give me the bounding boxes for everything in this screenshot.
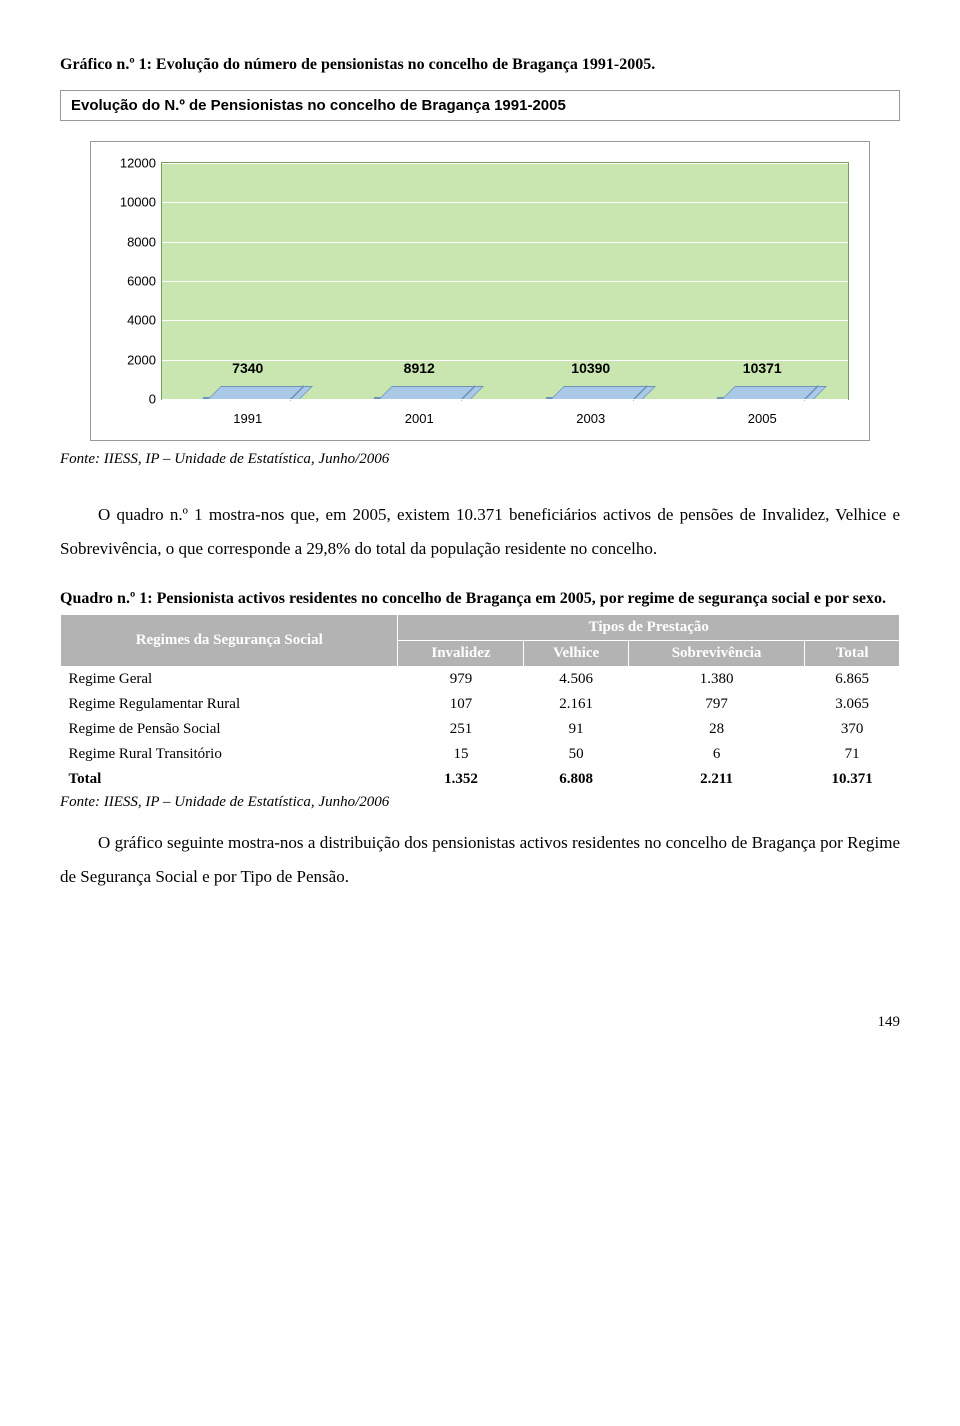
table-row: Regime Geral9794.5061.3806.865 (61, 667, 900, 693)
table-row: Regime de Pensão Social2519128370 (61, 717, 900, 742)
table-cell: 91 (524, 717, 628, 742)
table-row-label: Regime Regulamentar Rural (61, 692, 398, 717)
paragraph-1: O quadro n.º 1 mostra-nos que, em 2005, … (60, 498, 900, 566)
y-axis-label: 2000 (106, 352, 156, 367)
table-cell: 370 (805, 717, 900, 742)
table-total-row: Total1.3526.8082.21110.371 (61, 767, 900, 792)
table-total-cell: 1.352 (398, 767, 524, 792)
table-cell: 797 (628, 692, 805, 717)
table-cell: 15 (398, 742, 524, 767)
table-row-label: Regime de Pensão Social (61, 717, 398, 742)
table-cell: 6.865 (805, 667, 900, 693)
table-total-label: Total (61, 767, 398, 792)
table-source: Fonte: IIESS, IP – Unidade de Estatístic… (60, 794, 900, 811)
chart-plot-area: 7340 1991 8912 2001 10390 2003 10371 2005 0 2000… (90, 141, 870, 441)
table-cell: 107 (398, 692, 524, 717)
grid-line (162, 202, 848, 203)
bar-value-label: 10390 (571, 360, 610, 376)
grid-line (162, 242, 848, 243)
paragraph-2: O gráfico seguinte mostra-nos a distribu… (60, 826, 900, 894)
graph-title: Gráfico n.º 1: Evolução do número de pen… (60, 56, 900, 74)
y-axis-label: 4000 (106, 313, 156, 328)
table-cell: 71 (805, 742, 900, 767)
bar-value-label: 7340 (232, 360, 263, 376)
table-cell: 6 (628, 742, 805, 767)
table-col-header: Velhice (524, 641, 628, 667)
table-title: Quadro n.º 1: Pensionista activos reside… (60, 590, 900, 608)
grid-line (162, 360, 848, 361)
table-col-header: Sobrevivência (628, 641, 805, 667)
table-cell: 2.161 (524, 692, 628, 717)
table-body: Regime Geral9794.5061.3806.865Regime Reg… (61, 667, 900, 793)
bar-category-label: 2003 (576, 411, 605, 426)
grid-line (162, 320, 848, 321)
chart-box-title: Evolução do N.º de Pensionistas no conce… (60, 90, 900, 121)
table-total-cell: 2.211 (628, 767, 805, 792)
bar-category-label: 2001 (405, 411, 434, 426)
page-number: 149 (60, 1014, 900, 1031)
table-row-label: Regime Geral (61, 667, 398, 693)
table-header-tipos: Tipos de Prestação (398, 615, 900, 641)
table-total-cell: 10.371 (805, 767, 900, 792)
y-axis-label: 6000 (106, 274, 156, 289)
table-row: Regime Regulamentar Rural1072.1617973.06… (61, 692, 900, 717)
grid-line (162, 399, 848, 400)
table-cell: 979 (398, 667, 524, 693)
table-cell: 28 (628, 717, 805, 742)
table-total-cell: 6.808 (524, 767, 628, 792)
data-table: Regimes da Segurança Social Tipos de Pre… (60, 614, 900, 792)
table-row: Regime Rural Transitório1550671 (61, 742, 900, 767)
grid-line (162, 163, 848, 164)
bar-category-label: 2005 (748, 411, 777, 426)
y-axis-label: 0 (106, 392, 156, 407)
bar-value-label: 8912 (404, 360, 435, 376)
table-cell: 3.065 (805, 692, 900, 717)
bar-value-label: 10371 (743, 360, 782, 376)
y-axis-label: 8000 (106, 234, 156, 249)
bar-chart: 7340 1991 8912 2001 10390 2003 10371 2005 0 2000… (90, 141, 870, 441)
table-cell: 4.506 (524, 667, 628, 693)
table-cell: 251 (398, 717, 524, 742)
chart-source: Fonte: IIESS, IP – Unidade de Estatístic… (60, 451, 900, 468)
table-header-row-1: Regimes da Segurança Social Tipos de Pre… (61, 615, 900, 641)
table-col-header: Invalidez (398, 641, 524, 667)
table-cell: 1.380 (628, 667, 805, 693)
table-row-label: Regime Rural Transitório (61, 742, 398, 767)
table-cell: 50 (524, 742, 628, 767)
y-axis-label: 12000 (106, 156, 156, 171)
grid-line (162, 281, 848, 282)
table-header-regimes: Regimes da Segurança Social (61, 615, 398, 667)
bar-category-label: 1991 (233, 411, 262, 426)
chart-plot-inner: 7340199189122001103902003103712005 02000… (161, 162, 849, 400)
y-axis-label: 10000 (106, 195, 156, 210)
table-col-header: Total (805, 641, 900, 667)
